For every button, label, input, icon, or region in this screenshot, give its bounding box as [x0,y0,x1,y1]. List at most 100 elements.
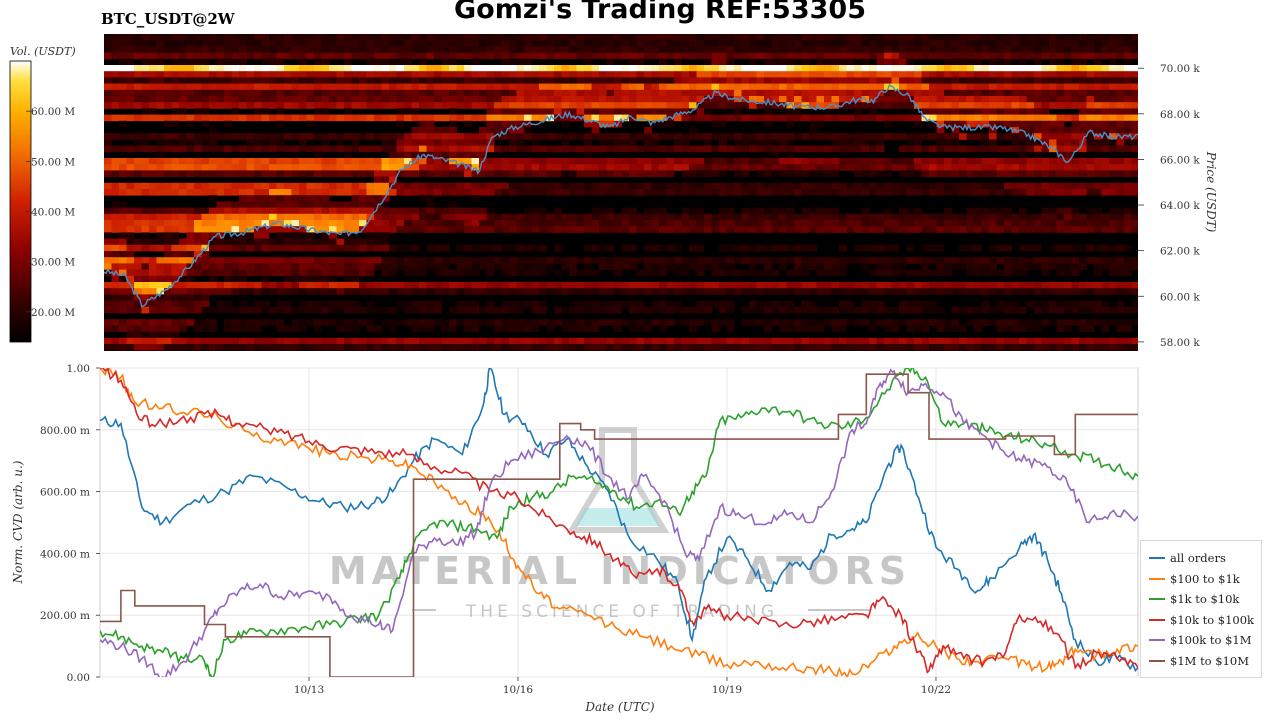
heatmap-cell [201,52,210,60]
heatmap-cell [179,189,187,196]
heatmap-cell [621,319,630,326]
heatmap-cell [704,164,712,171]
heatmap-cell [981,257,990,264]
heatmap-cell [756,145,765,153]
heatmap-cell [539,282,547,289]
heatmap-cell [734,189,742,196]
heatmap-cell [411,65,420,72]
heatmap-cell [1079,300,1087,308]
heatmap-cell [179,325,187,332]
heatmap-cell [299,244,307,252]
heatmap-cell [1071,319,1080,326]
heatmap-cell [389,170,397,177]
heatmap-cell [749,257,757,264]
heatmap-cell [674,182,682,190]
heatmap-cell [374,102,382,109]
heatmap-cell [1019,65,1027,72]
heatmap-cell [824,102,832,109]
heatmap-cell [344,269,352,277]
heatmap-cell [734,133,742,140]
heatmap-cell [824,89,832,97]
heatmap-cell [1011,52,1020,60]
heatmap-cell [674,257,682,264]
heatmap-cell [434,65,442,72]
heatmap-cell [651,102,660,109]
heatmap-cell [831,139,840,146]
heatmap-cell [396,114,405,122]
heatmap-cell [329,158,337,165]
heatmap-cell [861,102,870,109]
heatmap-cell [726,207,735,215]
heatmap-cell [981,170,990,177]
heatmap-cell [156,170,165,177]
heatmap-cell [659,220,667,227]
heatmap-cell [959,40,967,47]
heatmap-cell [1116,164,1125,171]
heatmap-cell [981,182,990,190]
heatmap-cell [1124,306,1132,314]
heatmap-cell [164,300,172,308]
heatmap-cell [1034,40,1042,47]
heatmap-cell [441,263,450,270]
heatmap-cell [179,133,187,140]
heatmap-cell [974,34,982,41]
heatmap-cell [351,133,360,140]
heatmap-cell [404,89,412,97]
heatmap-cell [299,201,307,208]
heatmap-cell [726,319,735,326]
heatmap-cell [696,96,705,103]
heatmap-cell [1079,189,1087,196]
heatmap-cell [284,257,292,264]
heatmap-cell [1011,133,1020,140]
heatmap-cell [996,282,1005,289]
heatmap-cell [794,170,802,177]
heatmap-cell [539,52,547,60]
heatmap-cell [239,164,247,171]
heatmap-cell [1056,282,1065,289]
heatmap-cell [816,269,825,277]
heatmap-cell [891,71,900,78]
heatmap-cell [486,40,495,47]
heatmap-cell [861,288,870,295]
heatmap-cell [801,158,810,165]
heatmap-cell [561,226,570,233]
heatmap-cell [809,65,817,72]
heatmap-cell [126,213,135,221]
heatmap-cell [801,89,810,97]
heatmap-cell [771,71,780,78]
heatmap-cell [321,220,330,227]
heatmap-cell [381,65,390,72]
heatmap-cell [381,263,390,270]
heatmap-cell [959,96,967,103]
heatmap-cell [509,300,517,308]
heatmap-cell [659,288,667,295]
heatmap-cell [816,288,825,295]
heatmap-cell [726,102,735,109]
heatmap-cell [501,40,510,47]
heatmap-cell [711,300,720,308]
heatmap-cell [351,275,360,283]
heatmap-cell [1011,220,1020,227]
heatmap-cell [1034,120,1042,128]
heatmap-cell [344,182,352,190]
heatmap-cell [636,65,645,72]
heatmap-cell [1034,244,1042,252]
heatmap-cell [614,220,622,227]
heatmap-cell [306,65,315,72]
heatmap-cell [149,263,157,270]
heatmap-cell [231,325,240,332]
heatmap-cell [254,182,262,190]
heatmap-cell [779,325,787,332]
heatmap-cell [786,300,795,308]
heatmap-cell [426,158,435,165]
heatmap-cell [824,207,832,215]
heatmap-cell [441,34,450,41]
heatmap-cell [359,238,367,246]
heatmap-cell [396,319,405,326]
heatmap-cell [111,257,120,264]
heatmap-cell [299,58,307,66]
heatmap-cell [276,170,285,177]
heatmap-cell [711,164,720,171]
heatmap-cell [659,269,667,277]
heatmap-cell [884,269,892,277]
